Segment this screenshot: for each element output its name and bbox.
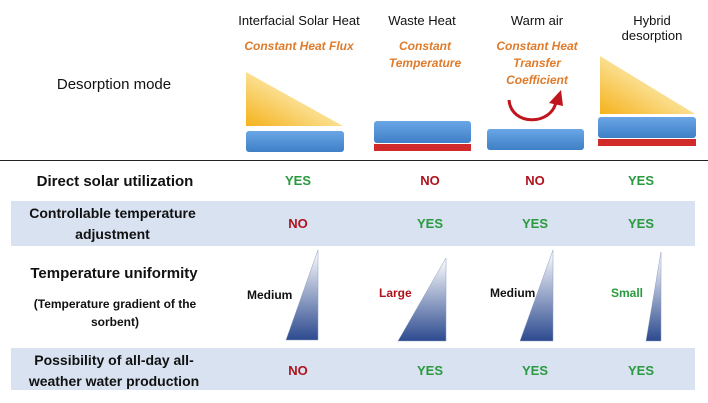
solar-flux-wedge xyxy=(600,56,695,114)
heater-plate xyxy=(598,139,696,146)
gradient-wedge-medium xyxy=(285,249,319,341)
value-cell: YES xyxy=(416,216,443,231)
column-title-warm-air: Warm air xyxy=(510,13,564,28)
solar-flux-wedge xyxy=(246,72,343,126)
value-cell: NO xyxy=(288,363,308,378)
heater-plate xyxy=(374,144,471,151)
value-cell: YES xyxy=(521,363,548,378)
airflow-arrowhead-icon xyxy=(549,90,563,106)
row-label-desorption-mode: Desorption mode xyxy=(56,76,172,93)
gradient-wedge-medium xyxy=(519,249,554,342)
column-title-interfacial: Interfacial Solar Heat xyxy=(238,13,360,28)
row-label-controllable: Controllable temperature adjustment xyxy=(29,205,196,242)
gradient-label: Small xyxy=(611,286,644,300)
row-sublabel-gradient: (Temperature gradient of the sorbent) xyxy=(33,297,197,329)
row-label-uniformity: Temperature uniformity xyxy=(30,265,198,282)
airflow-arrow-icon xyxy=(507,99,558,122)
value-cell: YES xyxy=(627,363,654,378)
gradient-label: Large xyxy=(379,286,412,300)
row-label-direct-solar: Direct solar utilization xyxy=(36,173,194,190)
sorbent-bar xyxy=(598,117,696,138)
column-subtitle-waste-heat: Constant Temperature xyxy=(388,39,462,70)
column-title-waste-heat: Waste Heat xyxy=(388,13,456,28)
column-subtitle-interfacial: Constant Heat Flux xyxy=(244,39,354,53)
sorbent-bar xyxy=(246,131,344,152)
gradient-wedge-large xyxy=(397,257,447,342)
gradient-label: Medium xyxy=(247,288,293,302)
value-cell: YES xyxy=(627,173,654,188)
value-cell: NO xyxy=(288,216,308,231)
value-cell: NO xyxy=(525,173,545,188)
column-subtitle-warm-air: Constant Heat Transfer Coefficient xyxy=(496,39,578,87)
header-separator xyxy=(0,160,708,161)
row-band xyxy=(11,348,695,390)
sorbent-bar xyxy=(487,129,584,150)
column-title-hybrid: Hybrid desorption xyxy=(621,13,683,43)
sorbent-bar xyxy=(374,121,471,143)
value-cell: YES xyxy=(521,216,548,231)
row-band xyxy=(11,201,695,246)
row-label-all-day: Possibility of all-day all-weather water… xyxy=(28,352,200,389)
value-cell: YES xyxy=(284,173,311,188)
gradient-label: Medium xyxy=(490,286,536,300)
value-cell: YES xyxy=(416,363,443,378)
value-cell: YES xyxy=(627,216,654,231)
gradient-wedge-small xyxy=(645,251,662,342)
value-cell: NO xyxy=(420,173,440,188)
